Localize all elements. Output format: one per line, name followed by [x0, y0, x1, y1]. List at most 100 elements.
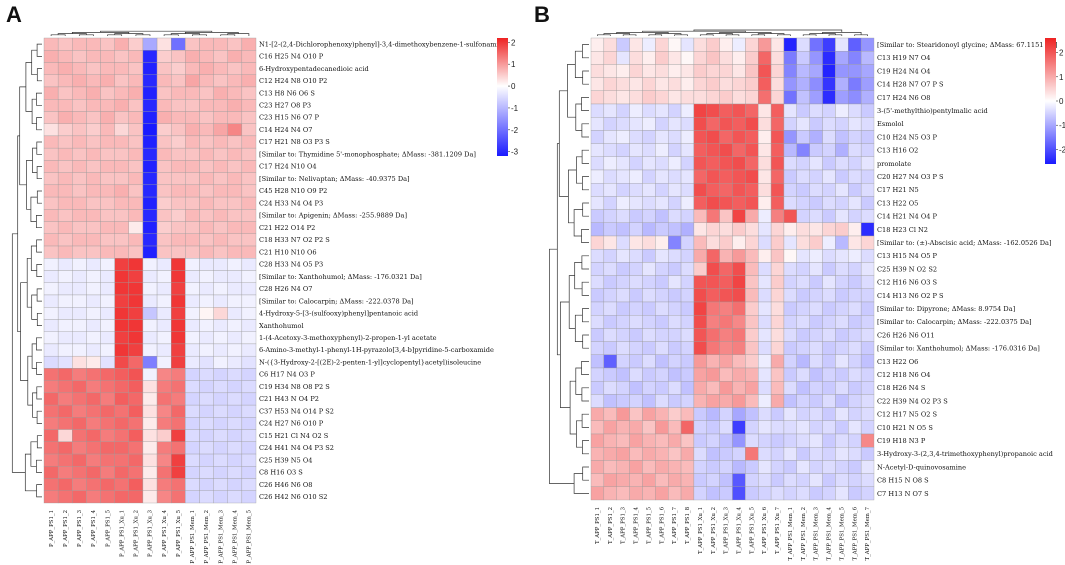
legend-tick-label: 0	[511, 82, 516, 91]
heatmap-cell	[142, 490, 158, 504]
heatmap-cell	[655, 354, 669, 369]
heatmap-cell	[213, 111, 228, 124]
heatmap-cell	[796, 433, 810, 448]
heatmap-cell	[156, 417, 172, 430]
heatmap-cell	[128, 99, 144, 112]
heatmap-cell	[783, 196, 797, 210]
heatmap-cell	[114, 258, 129, 271]
column-label: T_APP_PS1_Xu_3	[724, 506, 730, 554]
heatmap-cell	[100, 380, 115, 394]
heatmap-cell	[629, 394, 643, 408]
heatmap-cell	[642, 64, 656, 78]
heatmap-cell	[719, 275, 733, 289]
heatmap-cell	[848, 117, 862, 131]
heatmap-cell	[783, 64, 797, 78]
heatmap-cell	[732, 275, 746, 289]
heatmap-cell	[199, 429, 214, 442]
heatmap-cell	[241, 147, 257, 161]
heatmap-cell	[185, 209, 200, 222]
heatmap-cell	[680, 341, 695, 355]
heatmap-cell	[693, 37, 707, 52]
heatmap-cell	[860, 235, 875, 250]
dendrogram-branch	[582, 70, 589, 85]
heatmap-cell	[693, 433, 707, 448]
column-label: T_APP_PS1_3	[621, 506, 627, 544]
heatmap-cell	[185, 478, 200, 491]
heatmap-cell	[693, 381, 707, 395]
heatmap-cell	[732, 407, 746, 421]
heatmap-cell	[758, 209, 772, 223]
heatmap-cell	[835, 315, 849, 329]
column-label: T_APP_PS1_8	[685, 506, 691, 544]
heatmap-cell	[732, 341, 746, 355]
heatmap-cell	[693, 407, 707, 421]
heatmap-cell	[241, 282, 257, 296]
heatmap-cell	[835, 473, 849, 487]
heatmap-cell	[860, 156, 875, 171]
heatmap-cell	[241, 221, 257, 234]
heatmap-cell	[86, 37, 101, 51]
heatmap-cell	[835, 156, 849, 171]
heatmap-cell	[199, 270, 214, 283]
heatmap-cell	[156, 196, 172, 210]
heatmap-cell	[706, 235, 720, 250]
heatmap-cell	[86, 258, 101, 271]
heatmap-cell	[822, 394, 836, 408]
heatmap-cell	[719, 381, 733, 395]
heatmap-cell	[848, 262, 862, 276]
heatmap-cell	[796, 341, 810, 355]
heatmap-cell	[809, 90, 823, 105]
heatmap-cell	[199, 233, 214, 247]
row-label: C17 H24 N6 O8	[877, 94, 930, 102]
heatmap-cell	[227, 184, 243, 198]
dendrogram-branch	[36, 410, 42, 424]
heatmap-cell	[732, 209, 746, 223]
heatmap-cell	[142, 343, 158, 357]
heatmap-cell	[629, 301, 643, 316]
heatmap-cell	[655, 433, 669, 448]
column-label: T_APP_PS1_4	[634, 506, 640, 544]
row-label: 6-Amino-3-methyl-1-phenyl-1H-pyrazolo[3,…	[259, 346, 494, 354]
heatmap-cell	[745, 447, 759, 461]
heatmap-cell	[758, 301, 772, 316]
heatmap-cell	[783, 130, 797, 144]
heatmap-cell	[57, 307, 73, 320]
dendrogram-branch	[36, 264, 42, 277]
heatmap-cell	[171, 441, 186, 455]
heatmap-cell	[213, 417, 228, 430]
heatmap-cell	[227, 135, 243, 149]
heatmap-cell	[719, 90, 733, 105]
heatmap-cell	[668, 51, 682, 65]
heatmap-cell	[213, 490, 228, 504]
heatmap-cell	[114, 62, 129, 75]
heatmap-cell	[719, 130, 733, 144]
heatmap-cell	[227, 404, 243, 418]
heatmap-cell	[43, 233, 59, 247]
heatmap-cell	[86, 466, 101, 479]
heatmap-cell	[758, 473, 772, 487]
heatmap-cell	[822, 209, 836, 223]
heatmap-cell	[822, 301, 836, 316]
heatmap-cell	[680, 381, 695, 395]
heatmap-cell	[706, 222, 720, 237]
heatmap-cell	[796, 143, 810, 157]
heatmap-cell	[745, 169, 759, 184]
heatmap-cell	[590, 381, 605, 395]
heatmap-cell	[629, 103, 643, 118]
row-label: C12 H24 N8 O10 P2	[259, 77, 327, 85]
heatmap-cell	[57, 258, 73, 271]
heatmap-cell	[590, 130, 605, 144]
heatmap-cell	[732, 420, 746, 435]
heatmap-cell	[796, 354, 810, 369]
heatmap-cell	[642, 77, 656, 91]
heatmap-cell	[241, 478, 257, 491]
heatmap-cell	[680, 447, 695, 461]
heatmap-cell	[142, 331, 158, 345]
heatmap-cell	[213, 86, 228, 100]
heatmap-cell	[171, 37, 186, 51]
heatmap-cell	[758, 341, 772, 355]
heatmap-cell	[848, 394, 862, 408]
heatmap-cell	[783, 288, 797, 303]
heatmap-cell	[783, 222, 797, 237]
